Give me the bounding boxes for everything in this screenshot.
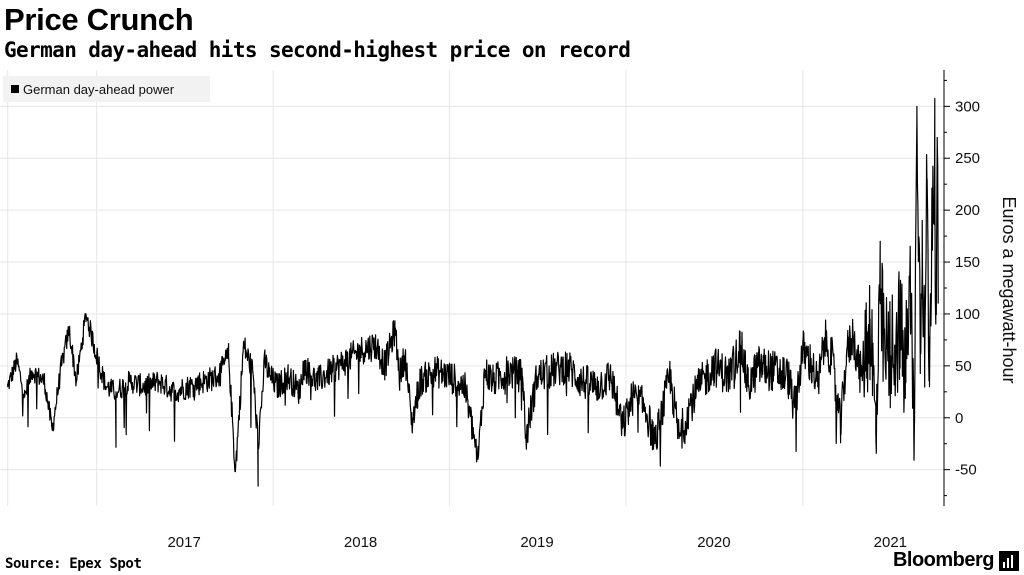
x-tick-label: 2020	[697, 534, 730, 551]
y-tick-label: 0	[955, 410, 963, 427]
y-axis-label: Euros a megawatt-hour	[999, 196, 1019, 383]
y-axis: 300 250 200 150 100 50 0 -50	[943, 70, 980, 506]
chart-subtitle: German day-ahead hits second-highest pri…	[4, 38, 631, 62]
x-axis: 2017 2018 2019 2020 2021	[167, 534, 907, 551]
series-line-path	[7, 98, 939, 487]
y-tick-label: 250	[955, 150, 980, 167]
x-tick-label: 2021	[874, 534, 907, 551]
y-tick-label: 100	[955, 306, 980, 323]
brand-name: Bloomberg	[892, 549, 995, 571]
x-tick-label: 2017	[167, 534, 200, 551]
x-tick-label: 2018	[344, 534, 377, 551]
legend-swatch	[11, 85, 19, 93]
x-tick-label: 2019	[520, 534, 553, 551]
grid	[0, 70, 944, 506]
y-tick-label: 200	[955, 202, 980, 219]
y-tick-label: -50	[955, 462, 977, 479]
chart-title: Price Crunch	[4, 2, 194, 37]
y-tick-label: 150	[955, 254, 980, 271]
bloomberg-logo-icon	[999, 551, 1019, 571]
source-note: Source: Epex Spot	[5, 556, 142, 572]
legend: German day-ahead power	[3, 76, 210, 102]
y-tick-label: 300	[955, 98, 980, 115]
series-line	[7, 98, 939, 487]
legend-label: German day-ahead power	[23, 81, 175, 97]
y-tick-label: 50	[955, 358, 972, 375]
